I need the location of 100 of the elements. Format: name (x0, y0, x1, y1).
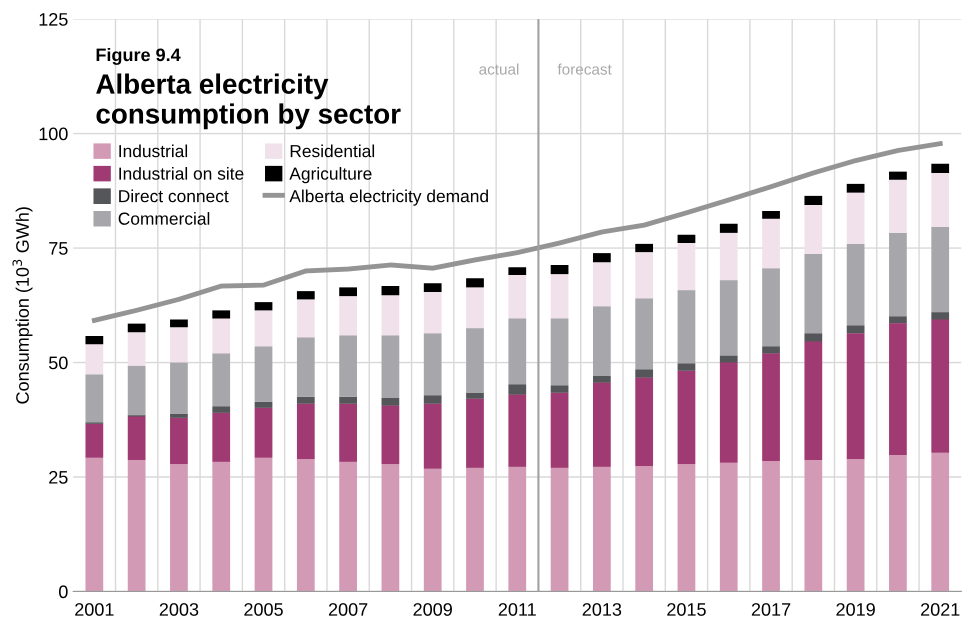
bar (212, 318, 230, 354)
bar (508, 394, 526, 467)
bar (931, 452, 950, 592)
bar (466, 392, 484, 399)
y-tick-label: 25 (49, 470, 68, 484)
bar (762, 460, 780, 592)
bar (889, 172, 907, 180)
bar (678, 290, 696, 364)
bar (720, 362, 738, 463)
bar (170, 418, 188, 464)
legend-label: Residential (290, 144, 374, 158)
y-tick-label: 125 (40, 13, 68, 26)
bar (424, 404, 442, 469)
bar (804, 204, 822, 254)
bar (212, 353, 230, 406)
bar (296, 299, 315, 338)
bar (931, 312, 950, 320)
legend-label: Agriculture (289, 167, 372, 184)
bar (296, 291, 315, 300)
bar (635, 252, 654, 298)
legend-label: Direct connect (119, 190, 229, 202)
bar (254, 302, 272, 310)
y-tick-label: 0 (59, 585, 68, 598)
bar (889, 180, 907, 233)
bar (85, 336, 104, 344)
bar (592, 466, 611, 592)
bar (424, 333, 442, 396)
legend-label: Industrial (119, 144, 188, 158)
bar (382, 464, 400, 592)
bar (128, 324, 146, 332)
bar (804, 341, 822, 460)
bar (889, 455, 907, 592)
bar (170, 319, 188, 328)
bar (678, 464, 696, 592)
bar (889, 232, 907, 316)
bar (424, 395, 442, 404)
bar (846, 184, 865, 193)
bar (804, 333, 822, 342)
x-tick-label: 2011 (498, 603, 536, 616)
bar (804, 254, 822, 334)
bar (592, 376, 611, 383)
bar (382, 398, 400, 406)
bar (592, 306, 611, 376)
bar (339, 396, 357, 404)
bar (931, 172, 950, 227)
bar (424, 468, 442, 592)
bar (889, 323, 907, 456)
bar (508, 384, 526, 395)
bar (846, 333, 865, 460)
x-tick-label: 2009 (414, 603, 452, 616)
bar (592, 382, 611, 467)
bar (846, 459, 865, 592)
bar (846, 244, 865, 326)
bar (170, 327, 188, 363)
bar (720, 462, 738, 592)
x-tick-label: 2019 (836, 603, 875, 616)
bar (466, 278, 484, 288)
bar (339, 287, 357, 296)
bar (846, 192, 865, 244)
bar (339, 296, 357, 336)
bar (762, 353, 780, 461)
bar (635, 298, 654, 370)
y-tick-label: 100 (40, 127, 68, 140)
bar (212, 310, 230, 319)
bar (720, 356, 738, 363)
bar (128, 332, 146, 366)
bar (85, 458, 104, 592)
x-tick-label: 2015 (667, 603, 706, 616)
annotation: actual (479, 63, 518, 75)
bar (846, 325, 865, 334)
bar (212, 406, 230, 413)
bar (466, 287, 484, 328)
bar (466, 398, 484, 468)
bar (254, 402, 272, 408)
bar (339, 462, 357, 592)
bar (678, 363, 696, 371)
bar (170, 362, 188, 414)
bar (508, 466, 526, 592)
bar (128, 460, 146, 592)
y-tick-label: 75 (49, 242, 68, 255)
bar (635, 378, 654, 466)
bar (762, 268, 780, 346)
x-tick-label: 2001 (75, 603, 114, 616)
bar (466, 328, 484, 393)
bar (382, 336, 400, 398)
x-tick-label: 2003 (160, 603, 198, 616)
bar (382, 295, 400, 336)
bar (678, 370, 696, 464)
text: Figure 9.4 (96, 48, 181, 65)
bar (720, 224, 738, 233)
bar (254, 458, 272, 592)
bar (635, 244, 654, 252)
x-tick-label: 2013 (582, 603, 622, 616)
bar (804, 196, 822, 205)
x-tick-label: 2005 (244, 603, 283, 616)
bar (550, 318, 568, 386)
bar (931, 319, 950, 453)
bar (466, 468, 484, 592)
legend-label: Industrial on site (119, 167, 244, 180)
legend-label: Commercial (118, 212, 210, 225)
